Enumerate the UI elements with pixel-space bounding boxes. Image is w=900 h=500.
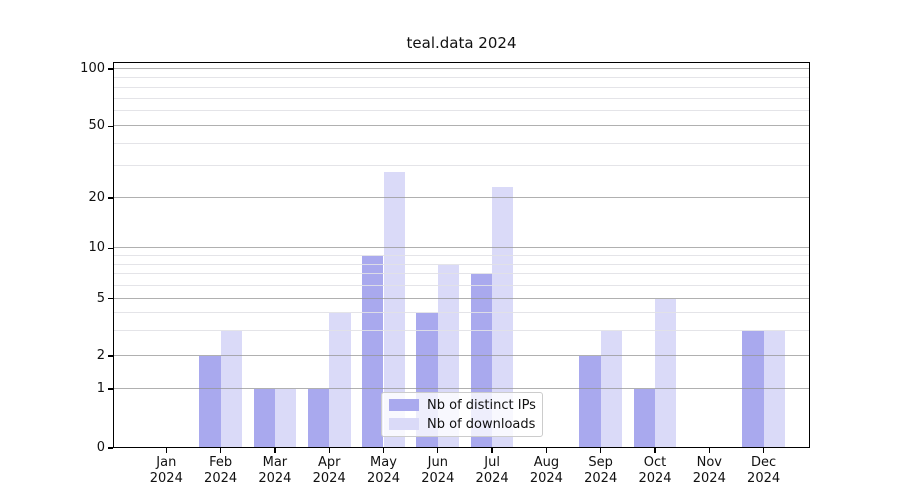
x-tick-mark-jun bbox=[437, 448, 439, 453]
x-tick-mark-jan bbox=[165, 448, 167, 453]
y-tick-mark-2 bbox=[108, 355, 113, 357]
minor-gridline-9 bbox=[113, 254, 810, 256]
major-gridline-100 bbox=[113, 68, 810, 69]
x-tick-mark-may bbox=[382, 448, 385, 453]
x-tick-mark-sep bbox=[600, 448, 602, 453]
x-tick-mark-feb bbox=[219, 448, 222, 453]
bar-downloads-may bbox=[383, 171, 405, 448]
major-gridline-2 bbox=[113, 354, 810, 356]
minor-gridline-3 bbox=[113, 329, 810, 331]
minor-gridline-40 bbox=[113, 142, 810, 144]
bars-layer bbox=[113, 62, 810, 448]
bar-downloads-dec bbox=[763, 330, 785, 448]
y-tick-mark-5 bbox=[108, 298, 113, 300]
legend: Nb of distinct IPs Nb of downloads bbox=[381, 392, 543, 437]
bar-downloads-jul bbox=[492, 187, 514, 448]
x-tick-label-jul: Jul 2024 bbox=[475, 455, 509, 486]
bar-distinct-ips-mar bbox=[253, 388, 275, 448]
x-tick-mark-nov bbox=[708, 448, 710, 453]
x-tick-label-nov: Nov 2024 bbox=[692, 455, 726, 486]
minor-gridline-80 bbox=[113, 86, 810, 88]
minor-gridline-7 bbox=[113, 273, 810, 275]
minor-gridline-90 bbox=[113, 76, 810, 78]
x-tick-label-may: May 2024 bbox=[366, 455, 401, 486]
bar-distinct-ips-apr bbox=[307, 388, 330, 448]
y-tick-label-2: 2 bbox=[96, 347, 105, 363]
y-tick-label-50: 50 bbox=[88, 118, 105, 134]
major-gridline-5 bbox=[113, 297, 810, 299]
bar-downloads-apr bbox=[329, 312, 351, 448]
y-tick-mark-50 bbox=[108, 125, 113, 127]
major-gridline-1 bbox=[113, 387, 810, 389]
bar-distinct-ips-feb bbox=[199, 355, 221, 448]
x-tick-mark-dec bbox=[762, 448, 765, 453]
minor-gridline-4 bbox=[113, 311, 810, 313]
y-tick-label-20: 20 bbox=[88, 190, 105, 205]
major-gridline-10 bbox=[113, 247, 810, 249]
bar-downloads-sep bbox=[600, 330, 623, 448]
x-tick-mark-aug bbox=[545, 448, 548, 453]
bar-distinct-ips-may bbox=[362, 255, 384, 448]
minor-gridline-6 bbox=[113, 284, 810, 286]
x-tick-label-jan: Jan 2024 bbox=[149, 455, 183, 486]
y-tick-label-1: 1 bbox=[96, 380, 105, 396]
bar-distinct-ips-dec bbox=[742, 330, 764, 448]
bar-downloads-oct bbox=[655, 298, 677, 448]
x-tick-mark-mar bbox=[274, 448, 276, 453]
legend-item-distinct-ips: Nb of distinct IPs bbox=[389, 397, 536, 413]
bar-downloads-feb bbox=[220, 330, 242, 448]
x-tick-mark-oct bbox=[654, 448, 656, 453]
major-gridline-50 bbox=[113, 125, 810, 127]
chart-title: teal.data 2024 bbox=[406, 34, 517, 52]
legend-label-downloads: Nb of downloads bbox=[427, 416, 536, 432]
legend-swatch-downloads bbox=[389, 418, 419, 430]
minor-gridline-70 bbox=[113, 97, 810, 99]
x-tick-label-jun: Jun 2024 bbox=[421, 455, 455, 486]
x-tick-label-feb: Feb 2024 bbox=[204, 455, 238, 486]
x-tick-mark-jul bbox=[491, 448, 493, 453]
x-tick-label-mar: Mar 2024 bbox=[258, 455, 292, 486]
y-tick-label-5: 5 bbox=[96, 290, 105, 306]
y-tick-label-0: 0 bbox=[96, 440, 105, 455]
legend-label-distinct-ips: Nb of distinct IPs bbox=[427, 397, 536, 413]
y-tick-mark-10 bbox=[108, 247, 113, 249]
x-tick-label-apr: Apr 2024 bbox=[312, 455, 346, 486]
plot-area bbox=[113, 62, 810, 448]
minor-gridline-30 bbox=[113, 165, 810, 167]
y-tick-mark-1 bbox=[108, 388, 113, 390]
y-tick-mark-20 bbox=[108, 197, 113, 199]
legend-swatch-distinct-ips bbox=[389, 399, 419, 411]
y-tick-label-10: 10 bbox=[88, 240, 105, 256]
bar-distinct-ips-oct bbox=[633, 388, 655, 448]
y-tick-mark-0 bbox=[108, 447, 113, 449]
x-tick-label-sep: Sep 2024 bbox=[584, 455, 618, 486]
bar-downloads-mar bbox=[274, 388, 297, 448]
y-tick-mark-100 bbox=[108, 68, 113, 70]
x-tick-mark-apr bbox=[328, 448, 330, 453]
y-tick-label-100: 100 bbox=[80, 61, 105, 76]
bar-distinct-ips-sep bbox=[579, 355, 601, 448]
minor-gridline-60 bbox=[113, 110, 810, 112]
x-tick-label-aug: Aug 2024 bbox=[529, 455, 563, 486]
grid-layer bbox=[113, 62, 810, 448]
minor-gridline-8 bbox=[113, 263, 810, 265]
legend-item-downloads: Nb of downloads bbox=[389, 416, 536, 432]
x-tick-label-oct: Oct 2024 bbox=[638, 455, 672, 486]
major-gridline-20 bbox=[113, 197, 810, 198]
x-tick-label-dec: Dec 2024 bbox=[747, 455, 781, 486]
